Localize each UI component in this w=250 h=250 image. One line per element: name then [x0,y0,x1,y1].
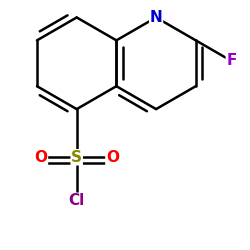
Text: O: O [106,150,119,165]
Text: S: S [71,150,82,165]
Text: N: N [150,10,162,25]
Text: Cl: Cl [68,193,85,208]
Text: F: F [226,54,237,68]
Text: O: O [34,150,48,165]
